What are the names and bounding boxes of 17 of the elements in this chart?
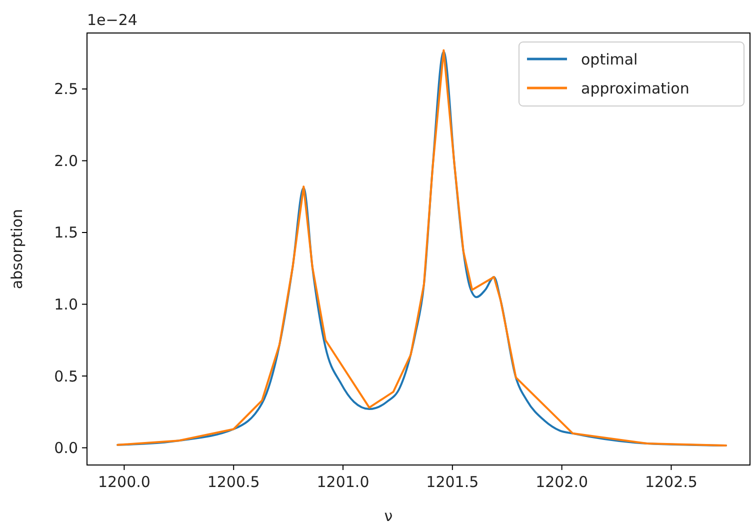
x-tick-label: 1202.5 [644,473,698,491]
x-tick-label: 1200.5 [207,473,260,491]
legend-label: approximation [581,79,690,98]
y-tick-label: 1.5 [54,224,78,242]
y-tick-label: 1.0 [54,296,78,314]
legend-label: optimal [581,50,638,68]
text: 1e−24 [87,11,138,29]
y-tick-label: 0.0 [54,439,78,458]
x-tick-label: 1201.5 [426,473,479,491]
y-tick-label: 0.5 [54,367,78,386]
x-tick-label: 1200.0 [98,473,150,491]
y-tick-label: 2.5 [54,80,78,98]
y-axis-title: absorption [8,208,26,290]
x-tick-label: 1201.0 [316,473,370,491]
y-tick-label: 2.0 [54,152,78,170]
x-axis-title: ν [384,507,393,525]
x-tick-label: 1202.0 [536,473,588,491]
